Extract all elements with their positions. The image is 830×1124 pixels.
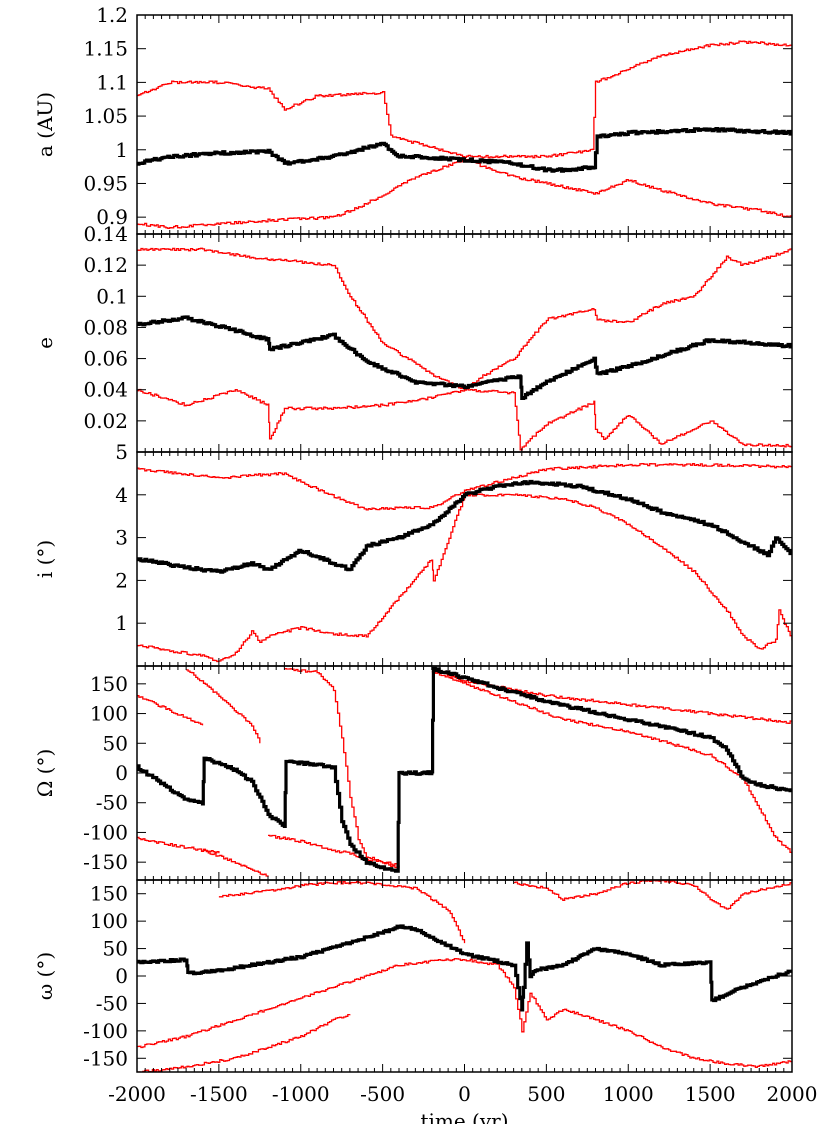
clone-envelope-line-perihelion-argument-3 [138,1013,351,1072]
x-tick-label: -1000 [272,1082,330,1106]
y-tick-label: -50 [96,791,128,815]
y-tick-label: 4 [115,483,128,507]
y-tick-label: 3 [115,526,128,550]
clone-envelope-line-eccentricity-1 [137,247,792,391]
clone-envelope-line-node-longitude-3 [268,834,400,867]
clone-envelope-line-inclination-1 [137,462,792,511]
nominal-orbit-line-semi-major-axis-0 [137,127,792,173]
y-tick-label: 0 [115,761,128,785]
y-axis-label-node-longitude: Ω (°) [33,749,57,798]
clone-envelope-line-eccentricity-2 [137,387,792,451]
y-axis-label-semi-major-axis: a (AU) [33,92,57,157]
panel-eccentricity: 0.02 0.04 0.06 0.08 0.1 0.12 0.14 e [33,222,793,453]
clone-envelope-line-node-longitude-6 [431,671,792,854]
panel-frame-inclination [136,451,793,667]
clone-envelope-line-node-longitude-2 [186,669,261,744]
x-tick-label: 500 [527,1082,565,1106]
x-tick-label: -1500 [190,1082,248,1106]
panels: 0.9 0.95 1 1.05 1.1 1.15 1.2 a (AU) 0.02 0.04 0.06… [33,3,817,1124]
y-tick-label: 0.9 [96,205,128,229]
panel-semi-major-axis: 0.9 0.95 1 1.05 1.1 1.15 1.2 a (AU) [33,3,793,235]
y-tick-label: 1.1 [96,70,128,94]
y-tick-label: 0.1 [96,284,128,308]
y-axis-label-eccentricity: e [33,337,57,349]
x-axis-label: time (yr) [420,1109,508,1124]
y-tick-label: -150 [83,1046,128,1070]
y-tick-label: 1.05 [83,104,128,128]
clone-envelope-line-semi-major-axis-1 [137,40,792,159]
panel-frame-node-longitude [136,665,793,881]
clone-envelope-line-perihelion-argument-1 [218,881,466,944]
y-tick-label: 0.95 [83,171,128,195]
y-tick-label: 1 [115,611,128,635]
x-tick-label: 1000 [603,1082,654,1106]
y-tick-label: 0.06 [83,347,128,371]
y-tick-label: 0.02 [83,409,128,433]
y-tick-label: -150 [83,850,128,874]
y-tick-label: 150 [90,882,128,906]
y-tick-label: -100 [83,1019,128,1043]
x-tick-label: 1500 [685,1082,736,1106]
y-tick-label: 2 [115,568,128,592]
x-tick-label: -2000 [108,1082,166,1106]
y-tick-label: 100 [90,909,128,933]
y-tick-label: 0.12 [83,253,128,277]
y-tick-label: 0.04 [83,378,128,402]
x-tick-label: 0 [458,1082,471,1106]
y-axis-label-perihelion-argument: ω (°) [33,952,57,1000]
panel-frame-perihelion-argument [136,879,793,1073]
y-tick-label: 50 [103,937,128,961]
y-tick-label: 0 [115,964,128,988]
clone-envelope-line-semi-major-axis-2 [137,159,792,230]
y-tick-label: 1 [115,138,128,162]
panel-frame-semi-major-axis [136,14,793,235]
y-tick-label: -100 [83,820,128,844]
x-tick-label: 2000 [767,1082,818,1106]
y-tick-label: 0.14 [83,222,128,246]
y-tick-label: 1.2 [96,3,128,27]
y-tick-label: 100 [90,702,128,726]
x-tick-label: -500 [360,1082,405,1106]
clone-envelope-line-node-longitude-4 [284,668,400,869]
y-tick-label: 150 [90,672,128,696]
y-tick-label: -50 [96,991,128,1015]
y-tick-label: 5 [115,440,128,464]
y-tick-label: 50 [103,731,128,755]
y-axis-label-inclination: i (°) [33,540,57,578]
clone-envelope-line-node-longitude-8 [202,849,269,877]
nominal-orbit-line-perihelion-argument-0 [137,924,792,1012]
clone-envelope-line-perihelion-argument-4 [513,880,792,910]
clone-envelope-line-perihelion-argument-2 [137,958,792,1068]
nominal-orbit-line-eccentricity-0 [137,315,792,400]
y-tick-label: 1.15 [83,37,128,61]
nominal-orbit-line-inclination-0 [137,479,792,574]
y-tick-label: 0.08 [83,315,128,339]
panel-node-longitude: -150 -100 -50 0 50 100 150 Ω (°) [33,665,793,881]
panel-inclination: 1 2 3 4 5 i (°) [33,440,793,667]
nominal-orbit-line-node-longitude-0 [137,666,792,873]
clone-envelope-line-node-longitude-1 [137,695,204,726]
